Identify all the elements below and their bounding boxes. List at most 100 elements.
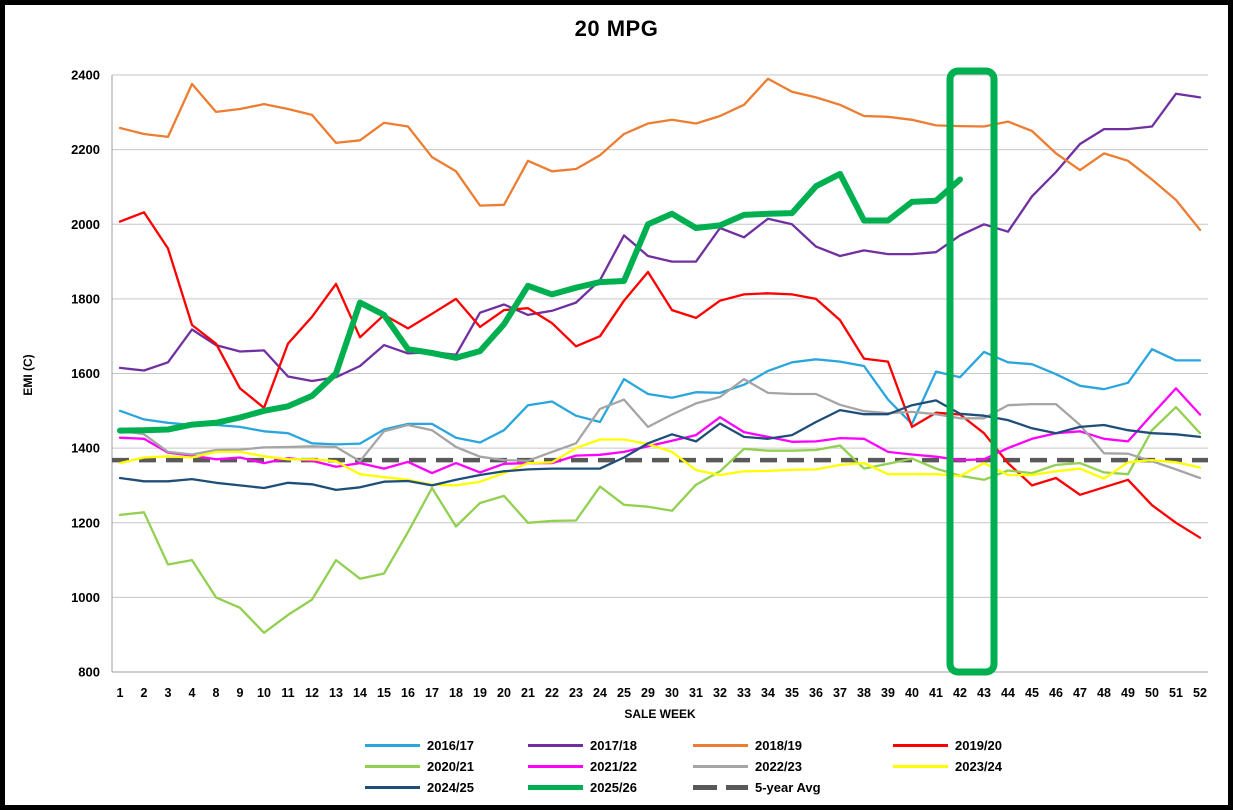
x-tick-label: 10 xyxy=(257,686,271,700)
legend-swatch-2023-24 xyxy=(893,764,948,768)
legend-label-2018-19: 2018/19 xyxy=(755,737,802,753)
x-tick-label: 43 xyxy=(977,686,991,700)
x-tick-label: 51 xyxy=(1169,686,1183,700)
y-tick-label: 1800 xyxy=(71,291,100,306)
y-tick-label: 800 xyxy=(78,665,100,680)
legend-item-2016-17[interactable]: 2016/17 xyxy=(365,737,474,753)
series-line-2023-24[interactable] xyxy=(118,438,1202,487)
y-tick-label: 2200 xyxy=(71,142,100,157)
x-tick-label: 50 xyxy=(1145,686,1159,700)
legend-swatch-2021-22 xyxy=(528,764,583,768)
legend-swatch-2017-18 xyxy=(528,743,583,747)
series-line-2017-18[interactable] xyxy=(118,92,1202,383)
x-tick-label: 45 xyxy=(1025,686,1039,700)
x-tick-label: 47 xyxy=(1073,686,1087,700)
x-tick-label: 14 xyxy=(353,686,367,700)
legend-item-2021-22[interactable]: 2021/22 xyxy=(528,758,637,774)
x-tick-label: 3 xyxy=(165,686,172,700)
series-line-2020-21[interactable] xyxy=(118,405,1202,634)
x-tick-label: 8 xyxy=(213,686,220,700)
x-tick-label: 37 xyxy=(833,686,847,700)
x-tick-label: 4 xyxy=(189,686,196,700)
x-tick-label: 33 xyxy=(737,686,751,700)
legend-label-5-year-avg: 5-year Avg xyxy=(755,779,821,795)
series-line-2019-20[interactable] xyxy=(118,211,1202,539)
x-tick-label: 18 xyxy=(449,686,463,700)
series-line-2016-17[interactable] xyxy=(118,348,1202,446)
highlight-box[interactable] xyxy=(946,67,998,676)
x-tick-label: 25 xyxy=(617,686,631,700)
legend-swatch-5-year-avg xyxy=(693,784,748,790)
legend-label-2021-22: 2021/22 xyxy=(590,758,637,774)
series-line-2022-23[interactable] xyxy=(118,377,1202,480)
legend-label-2022-23: 2022/23 xyxy=(755,758,802,774)
x-tick-label: 49 xyxy=(1121,686,1135,700)
x-tick-label: 39 xyxy=(881,686,895,700)
legend-swatch-2016-17 xyxy=(365,743,420,747)
legend-item-2020-21[interactable]: 2020/21 xyxy=(365,758,474,774)
x-tick-label: 1 xyxy=(117,686,124,700)
legend-label-2020-21: 2020/21 xyxy=(427,758,474,774)
y-tick-label: 1000 xyxy=(71,590,100,605)
y-tick-label: 2400 xyxy=(71,68,100,83)
y-axis-title: EMI (C) xyxy=(21,354,35,396)
x-tick-label: 35 xyxy=(785,686,799,700)
y-tick-label: 1400 xyxy=(71,441,100,456)
x-tick-label: 19 xyxy=(473,686,487,700)
x-axis-title: SALE WEEK xyxy=(624,707,696,721)
legend-label-2024-25: 2024/25 xyxy=(427,779,474,795)
y-tick-label: 2000 xyxy=(71,217,100,232)
legend-label-2025-26: 2025/26 xyxy=(590,779,637,795)
legend-label-2016-17: 2016/17 xyxy=(427,737,474,753)
legend-swatch-2020-21 xyxy=(365,764,420,768)
x-tick-label: 40 xyxy=(905,686,919,700)
x-tick-label: 34 xyxy=(761,686,775,700)
legend-swatch-2022-23 xyxy=(693,764,748,768)
legend-swatch-2019-20 xyxy=(893,743,948,747)
chart-title: 20 MPG xyxy=(574,16,659,41)
x-tick-label: 2 xyxy=(141,686,148,700)
series-line-2025-26[interactable] xyxy=(117,170,963,434)
legend-swatch-2024-25 xyxy=(365,785,420,789)
x-tick-label: 31 xyxy=(689,686,703,700)
legend-item-2024-25[interactable]: 2024/25 xyxy=(365,779,474,795)
x-tick-label: 48 xyxy=(1097,686,1111,700)
x-tick-label: 16 xyxy=(401,686,415,700)
legend-item-2022-23[interactable]: 2022/23 xyxy=(693,758,802,774)
y-tick-label: 1200 xyxy=(71,515,100,530)
x-tick-label: 30 xyxy=(665,686,679,700)
x-tick-label: 13 xyxy=(329,686,343,700)
x-tick-label: 17 xyxy=(425,686,439,700)
x-tick-label: 11 xyxy=(281,686,294,700)
x-tick-label: 22 xyxy=(545,686,559,700)
legend-item-5-year-avg[interactable]: 5-year Avg xyxy=(693,779,821,795)
y-tick-label: 1600 xyxy=(71,366,100,381)
x-tick-label: 23 xyxy=(569,686,583,700)
x-tick-label: 12 xyxy=(305,686,319,700)
legend-item-2018-19[interactable]: 2018/19 xyxy=(693,737,802,753)
x-tick-label: 9 xyxy=(237,686,244,700)
x-tick-label: 32 xyxy=(713,686,727,700)
x-tick-label: 20 xyxy=(497,686,511,700)
legend-swatch-2018-19 xyxy=(693,743,748,747)
legend-item-2019-20[interactable]: 2019/20 xyxy=(893,737,1002,753)
x-tick-label: 52 xyxy=(1193,686,1207,700)
x-tick-label: 36 xyxy=(809,686,823,700)
x-tick-label: 38 xyxy=(857,686,871,700)
x-tick-label: 29 xyxy=(641,686,655,700)
x-tick-label: 42 xyxy=(953,686,967,700)
legend-label-2019-20: 2019/20 xyxy=(955,737,1002,753)
series-line-2024-25[interactable] xyxy=(118,399,1202,492)
x-tick-label: 15 xyxy=(377,686,391,700)
x-tick-label: 24 xyxy=(593,686,607,700)
series-line-2018-19[interactable] xyxy=(118,77,1202,231)
legend-swatch-2025-26 xyxy=(528,784,583,790)
legend-item-2023-24[interactable]: 2023/24 xyxy=(893,758,1002,774)
legend-item-2017-18[interactable]: 2017/18 xyxy=(528,737,637,753)
legend-item-2025-26[interactable]: 2025/26 xyxy=(528,779,637,795)
legend-label-2017-18: 2017/18 xyxy=(590,737,637,753)
legend-label-2023-24: 2023/24 xyxy=(955,758,1002,774)
